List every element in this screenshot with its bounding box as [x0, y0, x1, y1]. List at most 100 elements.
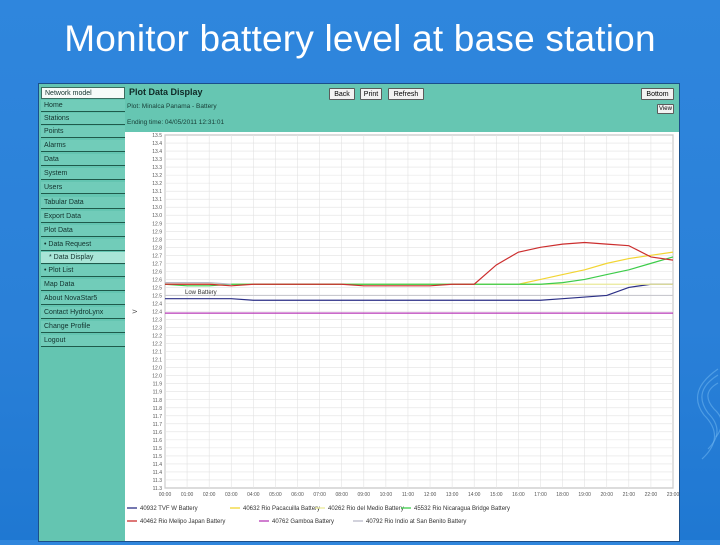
slide-title: Monitor battery level at base station — [64, 18, 656, 59]
y-tick-label: 13.1 — [152, 197, 162, 203]
y-tick-label: 12.8 — [152, 237, 162, 243]
x-tick-label: 08:00 — [335, 492, 348, 498]
bottom-button[interactable]: Bottom — [641, 88, 674, 100]
y-tick-label: 11.8 — [153, 406, 163, 412]
refresh-button[interactable]: Refresh — [388, 88, 424, 100]
y-tick-label: 11.8 — [153, 398, 163, 404]
x-tick-label: 11:00 — [402, 492, 414, 498]
sidebar-item-about-novastar5[interactable]: About NovaStar5 — [41, 293, 125, 305]
y-tick-label: 11.7 — [153, 422, 163, 428]
y-tick-label: 13.3 — [152, 165, 162, 171]
x-tick-label: 17:00 — [534, 492, 547, 498]
sidebar-item-change-profile[interactable]: Change Profile — [41, 321, 125, 333]
x-tick-label: 03:00 — [225, 492, 238, 498]
y-tick-label: 13.2 — [152, 173, 162, 179]
x-tick-label: 15:00 — [490, 492, 503, 498]
view-button[interactable]: View — [657, 104, 674, 114]
y-tick-label: 13.2 — [152, 181, 162, 187]
x-tick-label: 05:00 — [269, 492, 282, 498]
sidebar-item-system[interactable]: System — [41, 168, 125, 180]
battery-chart: 13.5 13.4 13.4 13.3 13.3 13.2 13.2 13.1 13.1 13.0… — [125, 132, 679, 541]
sidebar-item-users[interactable]: Users — [41, 182, 125, 194]
sidebar-item-stations[interactable]: Stations — [41, 113, 125, 125]
y-tick-label: 11.9 — [153, 382, 163, 388]
main-panel: Plot Data Display Plot: Minalca Panama -… — [125, 84, 679, 541]
y-tick-label: 12.8 — [152, 245, 162, 251]
ending-time: Ending time: 04/05/2011 12:31:01 — [127, 119, 225, 126]
decorative-swirl — [678, 83, 720, 540]
y-tick-label: 12.6 — [152, 269, 162, 275]
x-tick-label: 21:00 — [623, 492, 636, 498]
sidebar-item-plot-data[interactable]: Plot Data — [41, 225, 125, 237]
sidebar-item-data-display[interactable]: * Data Display — [41, 252, 125, 264]
x-tick-label: 12:00 — [424, 492, 437, 498]
legend-entry: 40462 Rio Melipo Japan Battery — [140, 519, 225, 525]
series-line — [165, 282, 232, 285]
y-tick-label: 11.7 — [153, 414, 163, 420]
sidebar-item-export-data[interactable]: Export Data — [41, 211, 125, 223]
y-tick-label: 12.9 — [152, 229, 162, 235]
x-tick-label: 04:00 — [247, 492, 260, 498]
x-tick-label: 07:00 — [313, 492, 326, 498]
page-title: Plot Data Display — [129, 87, 203, 97]
y-tick-label: 12.5 — [152, 285, 162, 291]
y-axis-label: V — [133, 309, 139, 313]
y-tick-label: 12.7 — [152, 261, 162, 267]
x-tick-label: 06:00 — [291, 492, 304, 498]
y-tick-label: 12.0 — [152, 374, 162, 380]
sidebar-item-logout[interactable]: Logout — [41, 335, 125, 347]
back-button[interactable]: Back — [329, 88, 355, 100]
sidebar-item-network-model[interactable]: Network model — [41, 87, 125, 99]
x-tick-label: 10:00 — [380, 492, 393, 498]
plot-name: Plot: Minalca Panama - Battery — [127, 103, 217, 110]
y-tick-label: 13.0 — [152, 213, 162, 219]
sidebar-item-map-data[interactable]: Map Data — [41, 279, 125, 291]
sidebar-item-tabular-data[interactable]: Tabular Data — [41, 197, 125, 209]
y-tick-label: 13.1 — [152, 189, 162, 195]
x-tick-label: 09:00 — [358, 492, 371, 498]
sidebar-item-data[interactable]: Data — [41, 154, 125, 166]
sidebar-item-alarms[interactable]: Alarms — [41, 140, 125, 152]
y-tick-label: 11.3 — [153, 478, 163, 484]
low-battery-label: Low Battery — [185, 290, 217, 296]
x-tick-label: 23:00 — [667, 492, 679, 498]
y-tick-label: 11.4 — [153, 462, 163, 468]
sidebar-item-home[interactable]: Home — [41, 100, 125, 112]
y-tick-label: 11.4 — [153, 470, 163, 476]
sidebar-item-data-request[interactable]: • Data Request — [41, 239, 125, 251]
y-tick-label: 12.5 — [152, 293, 162, 299]
legend-entry: 45532 Rio Nicaragua Bridge Battery — [414, 506, 510, 512]
y-tick-label: 12.2 — [152, 334, 162, 340]
y-tick-label: 11.5 — [153, 446, 163, 452]
y-tick-label: 12.9 — [152, 221, 162, 227]
x-tick-label: 20:00 — [600, 492, 613, 498]
y-tick-label: 12.1 — [152, 350, 162, 356]
y-tick-label: 11.6 — [153, 430, 163, 436]
y-tick-label: 13.0 — [152, 205, 162, 211]
app-screenshot: Network model Home Stations Points Alarms Dat… — [38, 83, 680, 542]
sidebar-nav: Network model Home Stations Points Alarms Dat… — [39, 84, 125, 541]
sidebar-item-plot-list[interactable]: • Plot List — [41, 265, 125, 277]
series-line — [165, 241, 674, 287]
y-tick-label: 11.3 — [153, 486, 163, 492]
y-tick-label: 12.3 — [152, 318, 162, 324]
x-tick-label: 00:00 — [159, 492, 172, 498]
y-tick-label: 13.3 — [152, 157, 162, 163]
x-tick-label: 18:00 — [556, 492, 569, 498]
x-tick-label: 13:00 — [446, 492, 459, 498]
print-button[interactable]: Print — [360, 88, 382, 100]
y-tick-label: 11.6 — [153, 438, 163, 444]
y-tick-label: 13.5 — [152, 133, 162, 139]
sidebar-item-points[interactable]: Points — [41, 126, 125, 138]
legend-entry: 40632 Rio Pacacuilla Battery — [243, 506, 320, 512]
legend-entry: 40762 Gamboa Battery — [272, 519, 334, 525]
x-tick-label: 22:00 — [645, 492, 658, 498]
legend-entry: 40932 TVF W Battery — [140, 506, 198, 512]
y-tick-label: 12.0 — [152, 366, 162, 372]
y-tick-label: 12.6 — [152, 277, 162, 283]
sidebar-item-contact-hydrolynx[interactable]: Contact HydroLynx — [41, 307, 125, 319]
legend-entry: 40262 Rio del Medio Battery — [328, 506, 404, 512]
series-line — [165, 283, 673, 301]
y-tick-label: 12.4 — [152, 310, 162, 316]
x-tick-label: 01:00 — [181, 492, 194, 498]
